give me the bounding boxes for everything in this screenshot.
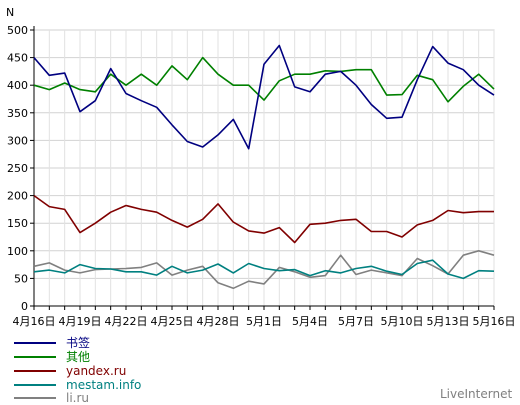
x-tick-label: 5月13日 [427, 315, 470, 328]
x-tick-label: 5月7日 [338, 315, 374, 328]
series-line-mestam.info [33, 259, 495, 280]
grid [33, 29, 495, 307]
y-tick-label: 350 [7, 107, 28, 120]
legend-item: li.ru [14, 391, 89, 405]
y-axis-label: N [6, 6, 14, 19]
series-line-yandex.ru [33, 194, 494, 244]
series-line-其他 [33, 56, 495, 103]
x-tick-label: 4月22日 [105, 315, 148, 328]
x-tick-label: 5月1日 [246, 315, 282, 328]
series-line-书签 [33, 44, 495, 150]
y-tick-label: 250 [7, 162, 28, 175]
legend-label: li.ru [66, 391, 90, 405]
legend-label: 其他 [66, 350, 91, 364]
series-lines [33, 44, 495, 290]
y-tick-label: 400 [7, 79, 28, 92]
x-tick-label: 4月25日 [151, 315, 194, 328]
x-tick-label: 5月16日 [473, 315, 516, 328]
y-tick-label: 200 [7, 190, 28, 203]
legend-swatch [14, 356, 56, 358]
x-tick-label: 4月19日 [59, 315, 102, 328]
x-tick-label: 4月28日 [197, 315, 240, 328]
legend-item: mestam.info [14, 378, 141, 392]
legend-item: 书签 [14, 336, 90, 350]
y-tick-label: 50 [14, 272, 28, 285]
legend-swatch [14, 342, 56, 344]
legend-label: 书签 [66, 336, 91, 350]
axes: 0 50 100 150 200 250 300 350 400 450 500 4月16日 4月19日… [7, 24, 516, 328]
y-tick-label: 150 [7, 217, 28, 230]
legend-label: yandex.ru [66, 364, 127, 378]
legend-item: 其他 [14, 350, 90, 364]
x-tick-label: 5月10日 [381, 315, 424, 328]
y-tick-label: 500 [7, 24, 28, 37]
x-tick-label: 4月16日 [13, 315, 56, 328]
legend-swatch [14, 384, 56, 386]
legend-label: mestam.info [66, 378, 142, 392]
x-tick-label: 5月4日 [292, 315, 328, 328]
y-tick-label: 450 [7, 52, 28, 65]
y-tick-label: 100 [7, 245, 28, 258]
y-tick-label: 300 [7, 134, 28, 147]
legend-swatch [14, 370, 56, 372]
legend-item: yandex.ru [14, 364, 126, 378]
y-tick-label: 0 [21, 300, 28, 313]
legend-swatch [14, 397, 56, 399]
brand-label: LiveInternet [440, 387, 513, 401]
